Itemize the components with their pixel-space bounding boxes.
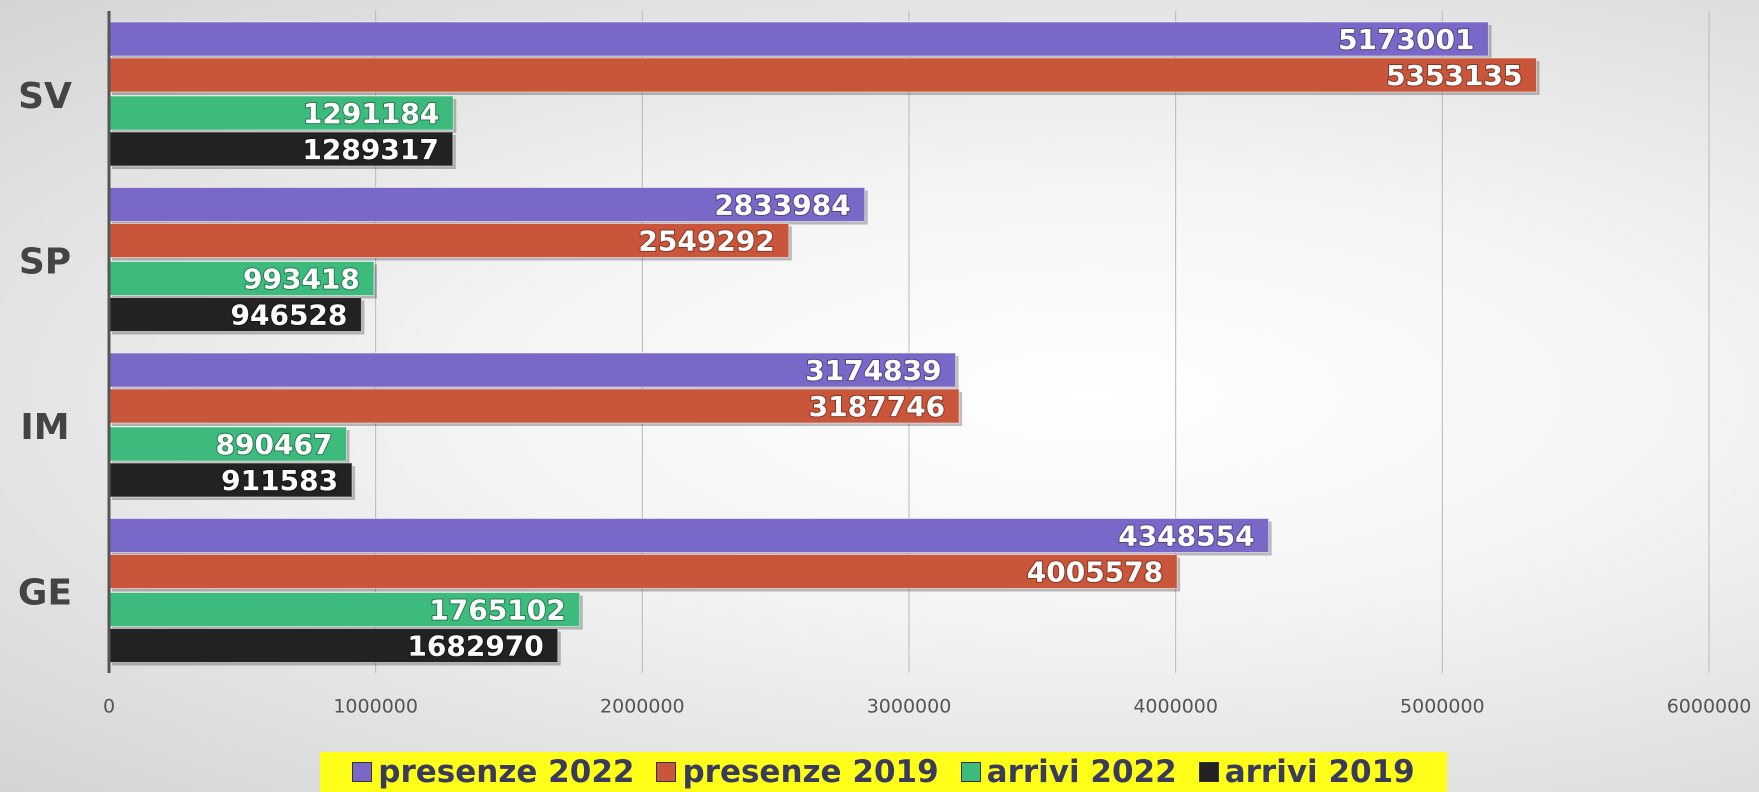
legend-item: arrivi 2019 xyxy=(1198,754,1415,790)
legend-label: presenze 2019 xyxy=(682,754,939,790)
bar xyxy=(108,21,1489,57)
bar xyxy=(108,223,790,258)
category-label: GE xyxy=(18,572,72,613)
bar xyxy=(108,187,866,222)
bar xyxy=(108,261,375,296)
legend-swatch xyxy=(656,762,677,782)
bar xyxy=(108,131,454,167)
x-tick-label: 6000000 xyxy=(1667,696,1752,718)
legend-item: presenze 2022 xyxy=(352,754,634,790)
data-label: 911583 xyxy=(221,464,338,497)
data-label: 993418 xyxy=(243,263,360,296)
legend-label: arrivi 2022 xyxy=(986,754,1177,790)
bar xyxy=(108,297,362,332)
legend-item: arrivi 2022 xyxy=(960,754,1177,790)
bar xyxy=(108,554,1178,589)
legend-swatch xyxy=(1198,762,1219,782)
data-label: 1289317 xyxy=(302,133,438,166)
bar xyxy=(108,57,1538,93)
bar xyxy=(108,352,957,388)
legend-item: presenze 2019 xyxy=(656,754,939,790)
legend-swatch xyxy=(960,762,981,782)
data-label: 4005578 xyxy=(1027,556,1163,589)
legend-swatch xyxy=(352,762,373,782)
data-label: 946528 xyxy=(231,299,348,332)
bar xyxy=(108,518,1270,553)
category-label: IM xyxy=(20,407,69,448)
data-label: 2549292 xyxy=(638,225,774,258)
data-label: 5353135 xyxy=(1386,59,1522,92)
data-label: 3174839 xyxy=(805,354,941,387)
x-tick-label: 2000000 xyxy=(600,696,685,718)
legend-label: arrivi 2019 xyxy=(1224,754,1415,790)
category-label: SP xyxy=(19,241,71,282)
x-tick-label: 1000000 xyxy=(333,696,418,718)
bar xyxy=(108,592,581,627)
bar xyxy=(108,628,559,663)
data-label: 2833984 xyxy=(714,189,850,222)
data-label: 5173001 xyxy=(1338,23,1474,56)
legend: presenze 2022 presenze 2019 arrivi 2022 arr… xyxy=(320,752,1447,792)
x-tick-label: 3000000 xyxy=(867,696,952,718)
data-label: 4348554 xyxy=(1118,520,1254,553)
data-label: 1765102 xyxy=(429,594,565,627)
data-label: 890467 xyxy=(216,428,333,461)
data-label: 3187746 xyxy=(809,390,945,423)
x-tick-label: 5000000 xyxy=(1400,696,1485,718)
data-label: 1682970 xyxy=(407,630,543,663)
bar xyxy=(108,388,960,424)
x-tick-label: 0 xyxy=(103,696,115,718)
data-label: 1291184 xyxy=(303,97,439,130)
chart: 0 1000000 2000000 3000000 4000000 5000000 6000… xyxy=(18,11,1752,718)
legend-label: presenze 2022 xyxy=(378,754,635,790)
category-label: SV xyxy=(18,76,72,117)
x-tick-label: 4000000 xyxy=(1133,696,1218,718)
